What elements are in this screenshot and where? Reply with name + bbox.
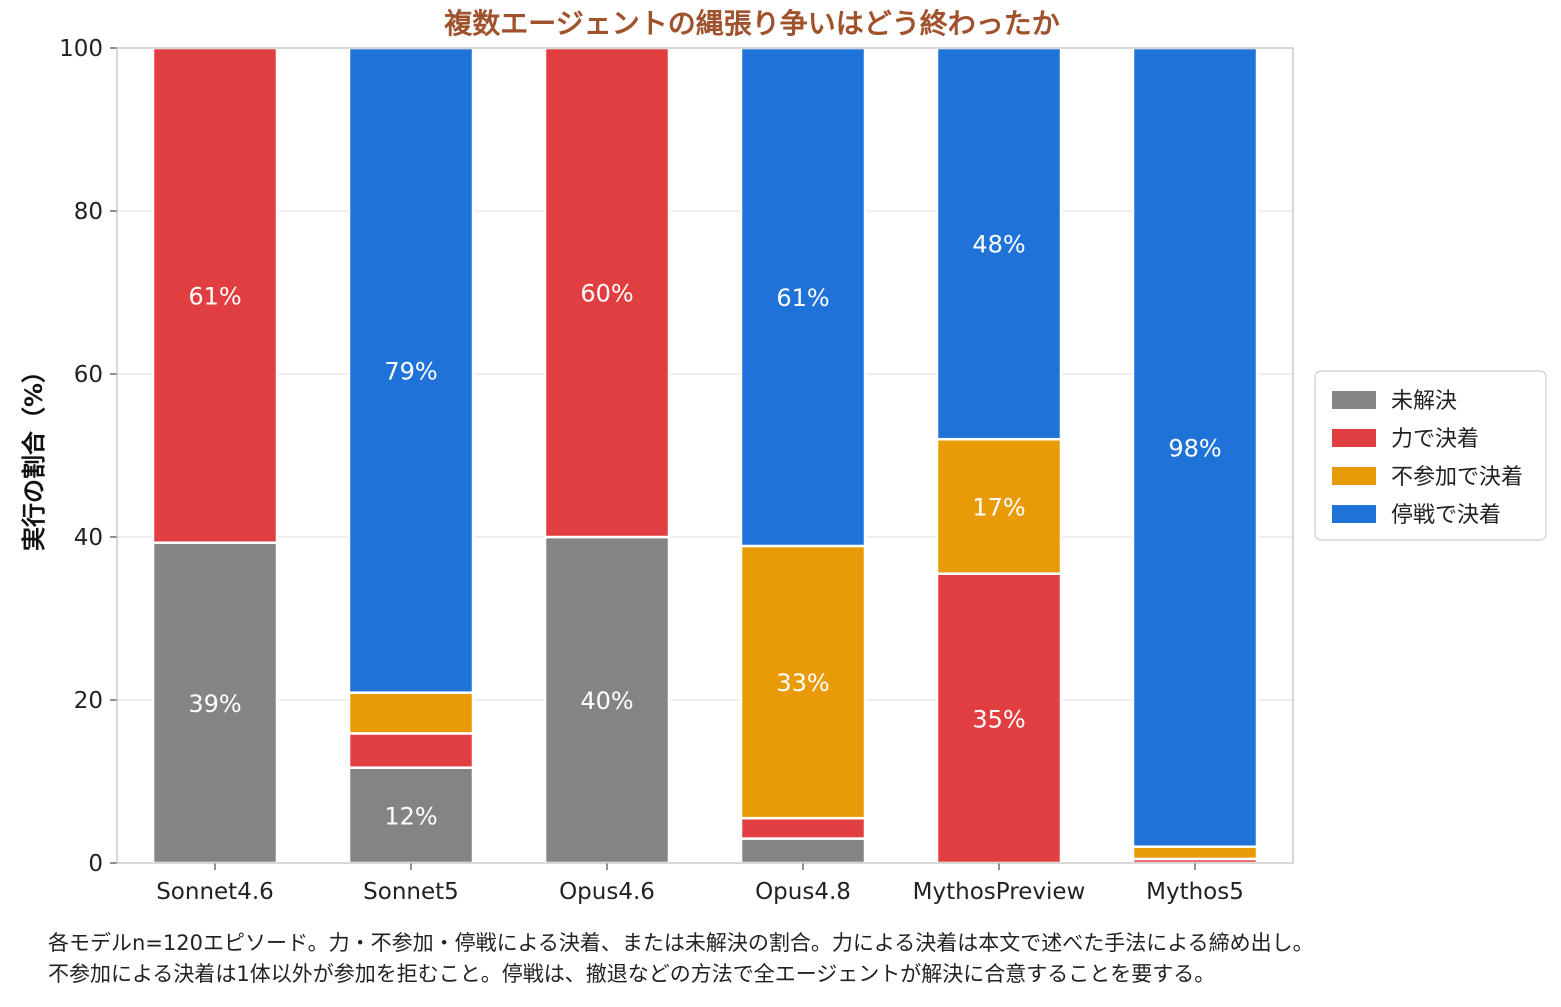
bar-segment	[935, 46, 1063, 441]
data-label: 35%	[972, 705, 1025, 733]
plot-frame	[116, 47, 1294, 864]
bar-segment	[935, 437, 1063, 575]
data-label: 12%	[384, 802, 437, 830]
bar-segment	[935, 572, 1063, 865]
bars	[151, 46, 1259, 865]
data-label: 60%	[580, 280, 633, 308]
gridlines	[117, 47, 1293, 701]
y-tick-label: 20	[74, 688, 103, 714]
chart-caption: 各モデルn=120エピソード。力・不参加・停戦による決着、または未解決の割合。力…	[48, 928, 1538, 990]
legend-swatch	[1332, 505, 1376, 523]
legend-swatch	[1332, 391, 1376, 409]
legend-swatch	[1332, 467, 1376, 485]
data-label: 40%	[580, 687, 633, 715]
legend-label: 不参加で決着	[1391, 465, 1523, 490]
bar-segment	[739, 837, 867, 865]
y-tick-label: 40	[74, 525, 103, 551]
y-tick-label: 60	[74, 362, 103, 388]
bar-segment	[151, 46, 279, 544]
legend-label: 停戦で決着	[1391, 503, 1501, 528]
x-tick-label: Sonnet4.6	[156, 879, 274, 905]
data-label: 98%	[1168, 434, 1221, 462]
data-label: 48%	[972, 231, 1025, 259]
data-label: 33%	[776, 669, 829, 697]
axes: 0 20 40 60 80 100 Sonnet4.6 Sonnet5 Opus4.6 Opus4…	[59, 36, 1294, 905]
x-tick-label: Mythos5	[1146, 879, 1244, 905]
bar-segment	[739, 46, 867, 548]
bar-segment	[1131, 46, 1259, 848]
y-tick-label: 100	[59, 36, 103, 62]
bar-segment	[347, 691, 475, 735]
bar-segment	[151, 541, 279, 865]
legend-box	[1314, 370, 1547, 541]
legend-label: 力で決着	[1391, 427, 1479, 452]
x-tick-label: Opus4.8	[755, 879, 851, 905]
y-tick-label: 0	[88, 851, 103, 877]
bar-segment	[1131, 845, 1259, 861]
data-label: 39%	[188, 690, 241, 718]
y-tick-label: 80	[74, 199, 103, 225]
data-label: 61%	[776, 284, 829, 312]
bar-segment	[739, 544, 867, 820]
caption-line-1: 各モデルn=120エピソード。力・不参加・停戦による決着、または未解決の割合。力…	[48, 931, 1314, 955]
bar-segment	[347, 732, 475, 769]
data-label: 79%	[384, 357, 437, 385]
y-axis-label: 実行の割合（%）	[20, 359, 48, 551]
x-tick-label: Sonnet5	[363, 879, 459, 905]
caption-line-2: 不参加による決着は1体以外が参加を拒むこと。停戦は、撤退などの方法で全エージェン…	[48, 962, 1216, 986]
data-label: 17%	[972, 493, 1025, 521]
legend-label: 未解決	[1391, 389, 1457, 414]
data-labels: 39% 61% 12% 79% 40% 60% 33% 61% 35% 17% 48% 98%	[188, 231, 1221, 831]
x-tick-label: MythosPreview	[913, 879, 1086, 905]
x-tick-label: Opus4.6	[559, 879, 655, 905]
bar-segment	[739, 816, 867, 840]
chart-title: 複数エージェントの縄張り争いはどう終わったか	[444, 7, 1059, 40]
legend-swatch	[1332, 429, 1376, 447]
data-label: 61%	[188, 282, 241, 310]
